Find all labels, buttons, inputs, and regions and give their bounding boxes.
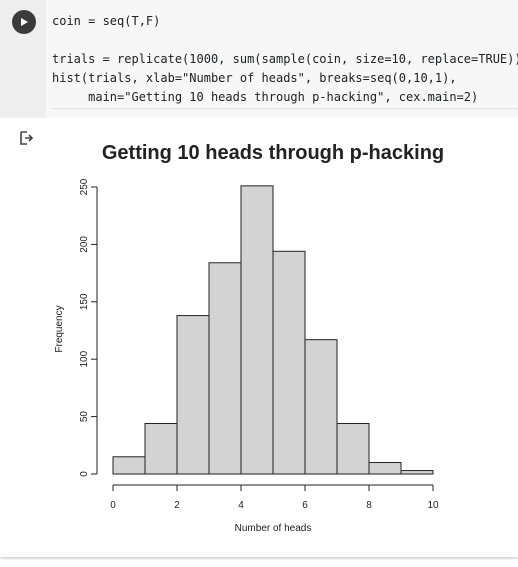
y-tick-label: 100 [79,350,90,367]
histogram-bar [112,456,146,475]
histogram-bar [272,250,306,475]
cell-output: Getting 10 heads through p-hacking 0 50 10… [0,118,518,557]
output-icon[interactable] [18,130,34,146]
code-line: trials = replicate(1000, sum(sample(coin… [52,52,518,66]
histogram-bar [304,339,338,475]
code-line: hist(trials, xlab="Number of heads", bre… [52,71,457,85]
x-tick-label: 8 [366,500,372,511]
y-tick-label: 150 [79,293,90,310]
x-tick-label: 2 [174,500,180,511]
x-tick-label: 4 [238,500,244,511]
code-editor[interactable]: coin = seq(T,F) trials = replicate(1000, … [0,0,518,118]
active-line [52,88,518,109]
code-line: coin = seq(T,F) [52,14,161,28]
y-tick-label: 200 [79,236,90,253]
code-line: main="Getting 10 heads through p-hacking… [52,90,479,104]
run-cell-button[interactable] [12,10,36,34]
histogram-bar [400,470,434,475]
x-tick-label: 6 [302,500,308,511]
histogram-chart: Getting 10 heads through p-hacking 0 50 10… [54,142,444,534]
code-text[interactable]: coin = seq(T,F) trials = replicate(1000, … [52,12,518,107]
x-axis-label: Number of heads [235,523,312,534]
y-tick-label: 250 [79,178,90,195]
x-tick-label: 0 [110,500,116,511]
histogram-bar [240,185,274,475]
bars-group [112,185,434,475]
x-axis: 0 2 4 6 8 10 [110,484,439,511]
y-axis: 0 50 100 150 200 250 [79,178,98,477]
code-line [52,31,518,50]
x-tick-label: 10 [427,500,439,511]
y-tick-label: 50 [79,411,90,423]
play-icon [21,18,28,26]
histogram-bar [336,422,370,475]
y-tick-label: 0 [79,471,90,477]
histogram-bar [368,462,402,475]
y-axis-label: Frequency [54,305,65,352]
histogram-bar [144,422,178,475]
histogram-bar [208,262,242,475]
cell-gutter [0,0,46,118]
chart-title: Getting 10 heads through p-hacking [102,142,444,164]
histogram-bar [176,315,210,475]
